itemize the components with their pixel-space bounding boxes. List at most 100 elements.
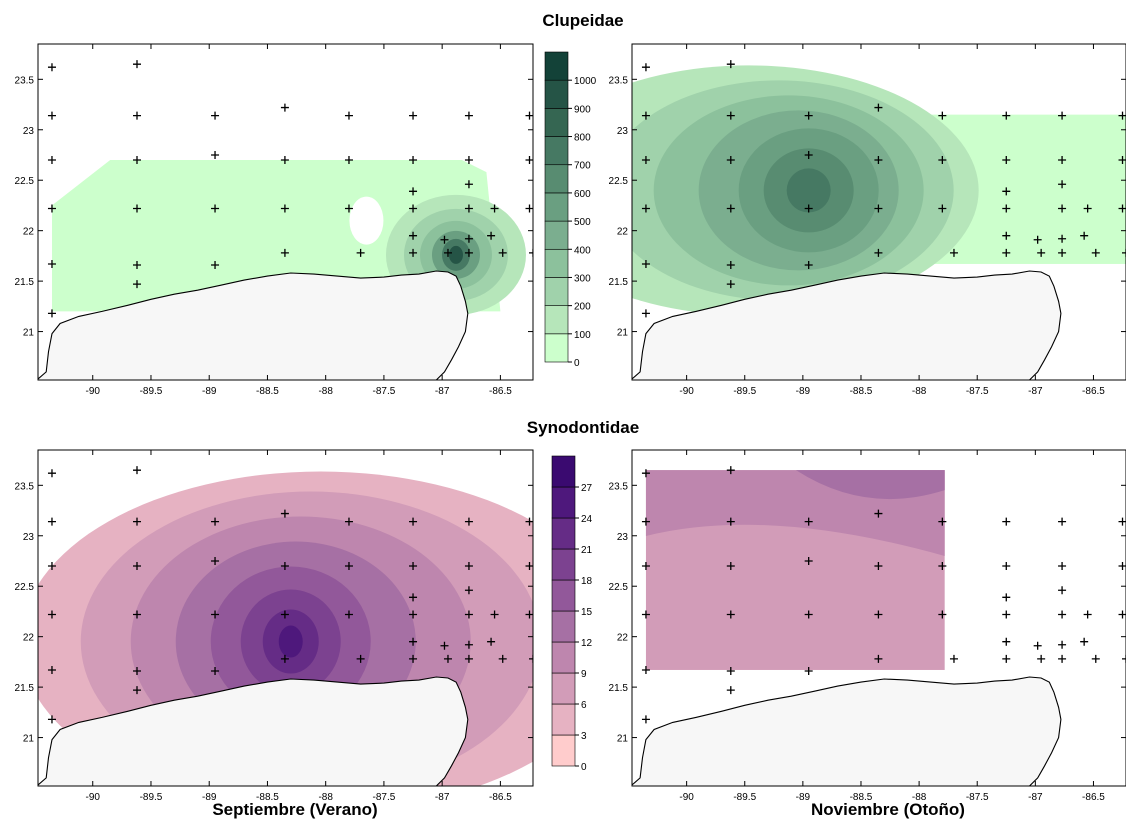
- colorbar-label: 21: [581, 545, 593, 556]
- sampling-station: [464, 654, 473, 663]
- sampling-station: [464, 156, 473, 165]
- x-tick-label: -90: [679, 386, 694, 397]
- sampling-station: [47, 610, 56, 619]
- x-tick-label: -88.5: [850, 792, 873, 803]
- colorbar-swatch: [551, 579, 576, 612]
- sampling-station: [525, 517, 533, 526]
- x-tick-label: -86.5: [1082, 792, 1105, 803]
- sampling-station: [133, 280, 141, 289]
- map-frame: [37, 43, 534, 381]
- colorbar-swatch: [551, 703, 576, 736]
- sampling-station: [211, 517, 220, 526]
- sampling-station: [1118, 111, 1126, 120]
- x-tick-label: -89.5: [733, 386, 756, 397]
- sampling-station: [443, 248, 452, 257]
- colorbar-swatch: [551, 486, 576, 519]
- sampling-station: [726, 610, 735, 619]
- sampling-station: [641, 309, 650, 318]
- yucatan-coastline: [38, 676, 469, 786]
- x-tick-label: -90: [86, 386, 101, 397]
- sampling-station: [1118, 517, 1126, 526]
- colorbar-label: 100: [574, 330, 591, 341]
- contour-band: [448, 245, 463, 264]
- colorbar-swatch: [551, 517, 576, 550]
- colorbar-swatch: [544, 333, 569, 363]
- sampling-station: [211, 610, 220, 619]
- sampling-station: [1058, 640, 1067, 649]
- sampling-station: [409, 562, 418, 571]
- sampling-station: [344, 517, 353, 526]
- y-tick-label: 23: [23, 126, 35, 137]
- sampling-station: [440, 235, 449, 244]
- contour-band: [278, 625, 303, 658]
- colorbar-label: 15: [581, 607, 593, 618]
- sampling-station: [133, 562, 141, 571]
- y-tick-label: 21.5: [609, 683, 629, 694]
- sampling-station: [726, 280, 735, 289]
- y-tick-label: 21: [23, 328, 35, 339]
- panel-tl: -90 -89.5 -89 -88.5 -88 -87.5 -87 -86.5 21 21.5 22…: [15, 43, 534, 397]
- contour-band: [795, 470, 945, 500]
- sampling-station: [47, 204, 56, 213]
- sampling-station: [211, 204, 220, 213]
- sampling-station: [409, 248, 418, 257]
- colorbar-swatch: [544, 192, 569, 222]
- sampling-station: [464, 111, 473, 120]
- colorbar-label: 200: [574, 302, 591, 313]
- sampling-station: [280, 562, 289, 571]
- sampling-station: [641, 665, 650, 674]
- sampling-station: [1002, 111, 1011, 120]
- sampling-station: [641, 562, 650, 571]
- colorbar-swatch: [544, 164, 569, 194]
- x-tick-label: -89.5: [733, 792, 756, 803]
- sampling-station: [47, 259, 56, 268]
- colorbar-label: 700: [574, 161, 591, 172]
- sampling-station: [1091, 248, 1100, 257]
- y-tick-label: 21.5: [609, 277, 629, 288]
- sampling-station: [1002, 637, 1011, 646]
- sampling-station: [356, 248, 365, 257]
- sampling-station: [409, 517, 418, 526]
- sampling-station: [726, 111, 735, 120]
- x-tick-label: -86.5: [489, 792, 512, 803]
- colorbar-label: 800: [574, 133, 591, 144]
- sampling-station: [464, 180, 473, 189]
- sampling-station: [47, 469, 56, 478]
- sampling-station: [1083, 204, 1092, 213]
- sampling-station: [726, 466, 735, 475]
- sampling-station: [1002, 610, 1011, 619]
- sampling-station: [641, 204, 650, 213]
- sampling-station: [133, 686, 141, 695]
- sampling-station: [1118, 204, 1126, 213]
- colorbar-swatch: [544, 51, 569, 81]
- sampling-station: [1080, 231, 1089, 240]
- x-tick-label: -87: [435, 386, 450, 397]
- sampling-station: [529, 654, 533, 663]
- sampling-station: [280, 509, 289, 518]
- colorbar-swatch: [544, 79, 569, 109]
- colorbar-label: 18: [581, 576, 593, 587]
- sampling-station: [1002, 562, 1011, 571]
- sampling-station: [498, 654, 507, 663]
- x-tick-label: -88.5: [256, 386, 279, 397]
- sampling-station: [487, 231, 496, 240]
- sampling-station: [938, 111, 947, 120]
- colorbar-label: 1000: [574, 76, 597, 87]
- sampling-station: [874, 156, 883, 165]
- y-tick-label: 21: [23, 734, 35, 745]
- sampling-station: [938, 610, 947, 619]
- sampling-station: [409, 204, 418, 213]
- sampling-station: [938, 562, 947, 571]
- sampling-station: [1033, 235, 1042, 244]
- sampling-station: [133, 466, 141, 475]
- y-tick-label: 23.5: [609, 481, 629, 492]
- sampling-station: [1118, 156, 1126, 165]
- sampling-station: [47, 63, 56, 72]
- sampling-station: [47, 309, 56, 318]
- sampling-station: [874, 103, 883, 112]
- sampling-station: [464, 248, 473, 257]
- y-tick-label: 22: [23, 227, 35, 238]
- sampling-station: [464, 234, 473, 243]
- x-tick-label: -89: [796, 792, 811, 803]
